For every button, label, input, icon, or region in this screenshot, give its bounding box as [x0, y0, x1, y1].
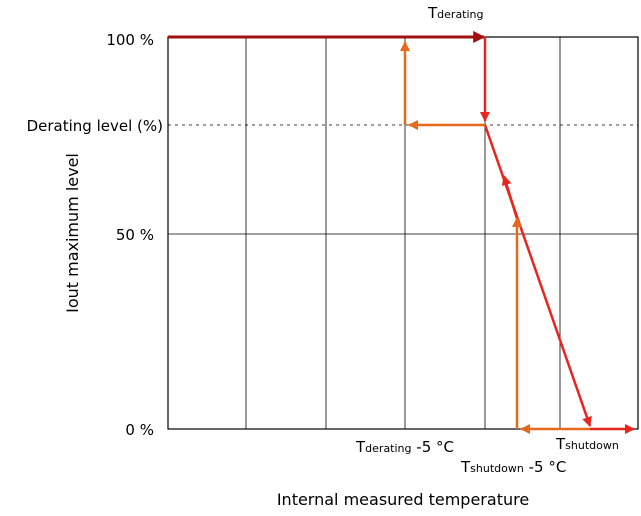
t-shutdown-main: T: [555, 435, 566, 453]
diagonal-to-shutdown-arrow: [483, 124, 592, 427]
t-derating-main: T: [427, 4, 438, 22]
y-axis-label: Iout maximum level: [63, 153, 82, 313]
t-shutdown-minus5-sub: shutdown: [470, 462, 524, 475]
diagonal-up-arrow: [501, 175, 520, 223]
t-derating-minus5-sub: derating: [365, 442, 411, 455]
t-shutdown-minus5-label: Tshutdown -5 °C: [460, 458, 566, 476]
t-shutdown-minus5-main: T: [460, 458, 471, 476]
x-axis-label: Internal measured temperature: [277, 490, 529, 509]
t-shutdown-sub: shutdown: [565, 439, 619, 452]
level-label-100: 100 %: [106, 31, 154, 49]
t-shutdown-minus5-suffix: -5 °C: [524, 458, 566, 476]
t-derating-label: Tderating: [427, 4, 484, 22]
t-shutdown-label: Tshutdown: [555, 435, 619, 453]
vertical-gridlines: [245, 37, 561, 429]
t-derating-sub: derating: [437, 8, 483, 21]
level-label-50: 50 %: [116, 226, 154, 244]
level-label-0: 0 %: [125, 421, 154, 439]
t-derating-minus5-suffix: -5 °C: [412, 438, 454, 456]
level-label-derating: Derating level (%): [27, 117, 163, 135]
t-derating-minus5-main: T: [355, 438, 366, 456]
plot-frame: [167, 36, 639, 430]
t-derating-minus5-label: Tderating -5 °C: [355, 438, 454, 456]
